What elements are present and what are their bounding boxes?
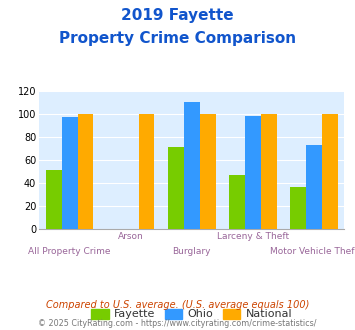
- Bar: [62, 117, 77, 229]
- Bar: [77, 114, 93, 229]
- Text: Larceny & Theft: Larceny & Theft: [217, 232, 289, 241]
- Bar: [184, 102, 200, 229]
- Text: © 2025 CityRating.com - https://www.cityrating.com/crime-statistics/: © 2025 CityRating.com - https://www.city…: [38, 319, 317, 328]
- Bar: [46, 170, 62, 229]
- Legend: Fayette, Ohio, National: Fayette, Ohio, National: [87, 304, 297, 324]
- Bar: [200, 114, 215, 229]
- Text: Burglary: Burglary: [173, 248, 211, 256]
- Bar: [168, 147, 184, 229]
- Text: All Property Crime: All Property Crime: [28, 248, 111, 256]
- Bar: [306, 145, 322, 229]
- Bar: [245, 116, 261, 229]
- Bar: [138, 114, 154, 229]
- Text: Motor Vehicle Theft: Motor Vehicle Theft: [270, 248, 355, 256]
- Text: Property Crime Comparison: Property Crime Comparison: [59, 31, 296, 46]
- Bar: [229, 175, 245, 229]
- Text: Arson: Arson: [118, 232, 143, 241]
- Bar: [322, 114, 338, 229]
- Bar: [261, 114, 277, 229]
- Text: Compared to U.S. average. (U.S. average equals 100): Compared to U.S. average. (U.S. average …: [46, 300, 309, 310]
- Bar: [290, 187, 306, 229]
- Text: 2019 Fayette: 2019 Fayette: [121, 8, 234, 23]
